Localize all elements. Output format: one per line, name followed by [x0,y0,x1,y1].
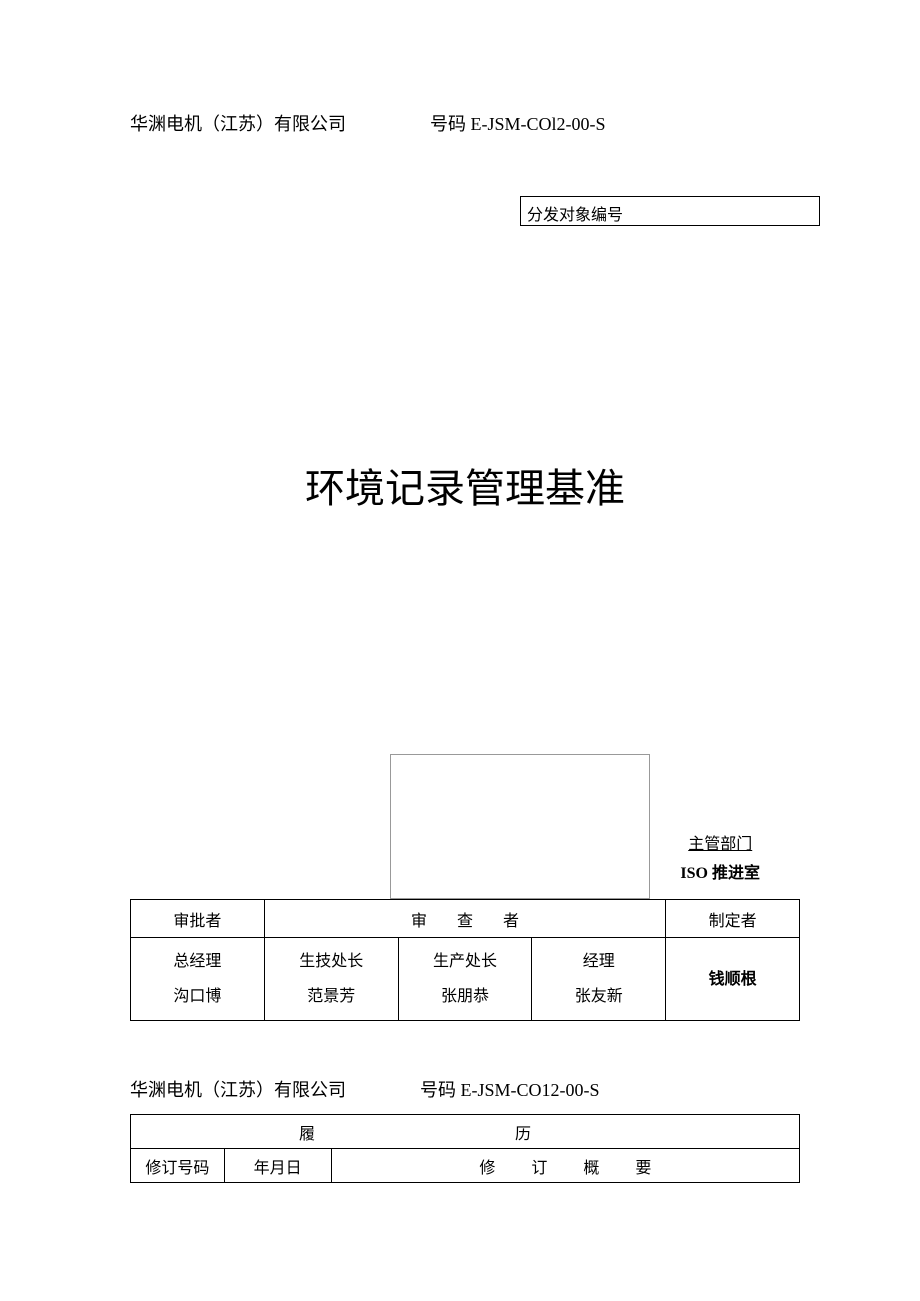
r2-name: 张朋恭 [405,979,526,1014]
department-box: 主管部门 ISO 推进室 [680,831,760,889]
history-col3: 修订概要 [331,1149,799,1183]
maker-name: 钱顺根 [672,962,793,997]
gm-cell: 总经理 沟口博 [131,938,265,1021]
history-col1: 修订号码 [131,1149,225,1183]
history-col3-text: 修订概要 [443,1160,687,1177]
r2-title: 生产处长 [405,944,526,979]
reviewer2-cell: 生产处长 张朋恭 [398,938,532,1021]
maker-header: 制定者 [666,900,800,938]
section2-header: 华渊电机（江苏）有限公司 号码 E-JSM-CO12-00-S [130,1076,800,1102]
reviewer3-cell: 经理 张友新 [532,938,666,1021]
approval-names-row: 总经理 沟口博 生技处长 范景芳 生产处长 张朋恭 经理 张友新 钱顺根 [131,938,800,1021]
document-title: 环境记录管理基准 [130,456,800,514]
department-label: 主管部门 [680,831,760,860]
code-label-2: 号码 [420,1080,456,1100]
code-value-2: E-JSM-CO12-00-S [461,1080,600,1100]
approval-header-row: 审批者 审查者 制定者 [131,900,800,938]
distribution-label: 分发对象编号 [527,207,623,224]
r3-title: 经理 [538,944,659,979]
company-name-2: 华渊电机（江苏）有限公司 [130,1076,420,1102]
document-code: 号码 E-JSM-COl2-00-S [430,110,606,136]
distribution-box: 分发对象编号 [520,196,820,226]
approval-table: 审批者 审查者 制定者 总经理 沟口博 生技处长 范景芳 生产处长 张朋恭 经理… [130,899,800,1021]
reviewer-header: 审查者 [264,900,665,938]
reviewer1-cell: 生技处长 范景芳 [264,938,398,1021]
r1-title: 生技处长 [271,944,392,979]
gm-title: 总经理 [137,944,258,979]
reviewer-header-text: 审查者 [381,913,549,930]
code-label: 号码 [430,114,466,134]
gm-name: 沟口博 [137,979,258,1014]
history-header-row: 修订号码 年月日 修订概要 [131,1149,800,1183]
history-title: 履历 [131,1115,800,1149]
r3-name: 张友新 [538,979,659,1014]
approver-header: 审批者 [131,900,265,938]
history-title-row: 履历 [131,1115,800,1149]
stamp-area: 主管部门 ISO 推进室 [130,754,800,899]
r1-name: 范景芳 [271,979,392,1014]
document-code-2: 号码 E-JSM-CO12-00-S [420,1076,600,1102]
code-value: E-JSM-COl2-00-S [471,114,606,134]
document-header: 华渊电机（江苏）有限公司 号码 E-JSM-COl2-00-S [130,110,800,136]
maker-cell: 钱顺根 [666,938,800,1021]
history-table: 履历 修订号码 年月日 修订概要 [130,1114,800,1183]
department-name: ISO 推进室 [680,860,760,889]
stamp-box [390,754,650,899]
company-name: 华渊电机（江苏）有限公司 [130,110,420,136]
history-title-text: 履历 [199,1126,731,1143]
history-col2: 年月日 [224,1149,331,1183]
